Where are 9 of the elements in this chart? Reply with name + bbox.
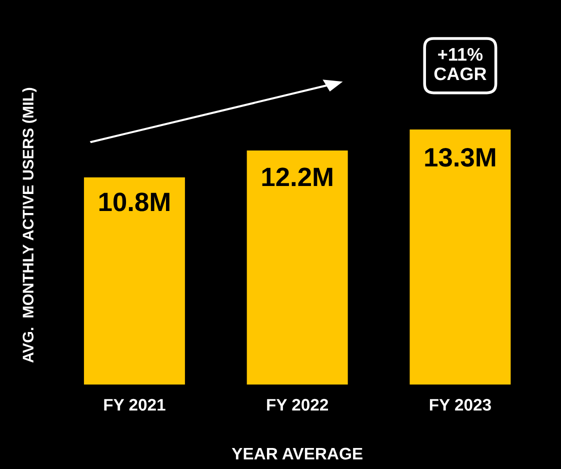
data-label: 13.3M [425,148,496,167]
x-tick-label: FY 2023 [430,398,491,411]
x-tick-label: FY 2022 [267,398,328,411]
x-axis-title: YEAR AVERAGE [232,448,362,460]
data-label: 10.8M [99,192,170,212]
y-axis-title: AVG. MONTHLY ACTIVE USERS (MIL) [22,88,37,363]
x-tick-label: FY 2021 [104,398,166,411]
text: +11% CAGR [434,48,486,80]
data-label: 12.2M [262,168,332,186]
